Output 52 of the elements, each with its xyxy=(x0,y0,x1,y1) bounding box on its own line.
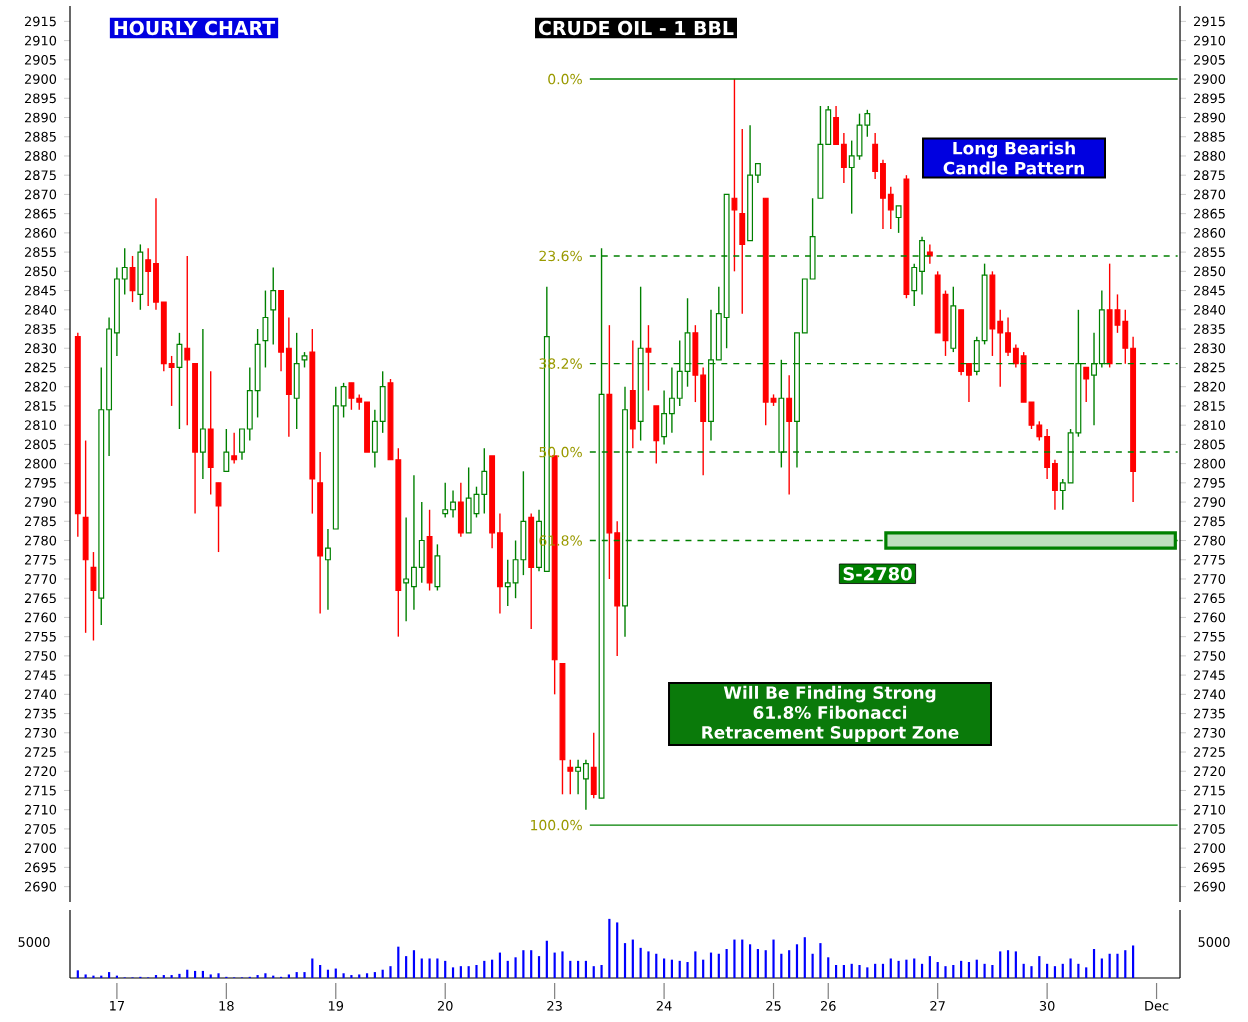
candlestick xyxy=(434,543,441,592)
text: HOURLY CHART xyxy=(114,20,276,36)
candlestick xyxy=(1083,366,1090,403)
candlestick xyxy=(129,255,136,303)
candlestick xyxy=(231,432,238,465)
candlestick xyxy=(223,428,230,472)
candlestick xyxy=(348,382,355,411)
candlestick xyxy=(207,370,214,496)
candlestick xyxy=(403,516,410,622)
candlestick xyxy=(176,332,183,430)
candlestick xyxy=(856,112,863,161)
candlestick xyxy=(629,339,636,449)
candlestick xyxy=(325,528,331,611)
candlestick xyxy=(184,255,191,426)
candlestick xyxy=(199,328,206,480)
candlestick xyxy=(661,389,668,446)
candlestick xyxy=(575,759,582,796)
candlestick xyxy=(442,482,449,519)
candlestick xyxy=(895,205,902,234)
candlestick xyxy=(90,551,97,642)
candlestick xyxy=(1005,316,1011,357)
candlestick xyxy=(82,439,89,634)
candlestick xyxy=(582,759,589,811)
candlestick xyxy=(504,559,511,607)
candlestick xyxy=(411,474,417,611)
candlestick xyxy=(293,332,300,430)
candlestick xyxy=(215,482,222,553)
candlestick xyxy=(450,489,456,519)
text: CRUDE OIL - 1 BBL xyxy=(538,20,734,36)
candlestick xyxy=(426,509,433,592)
candlestick xyxy=(645,324,652,392)
band-label: S-2780 xyxy=(843,566,912,581)
candlestick xyxy=(567,759,574,796)
candlestick xyxy=(653,405,660,465)
candlestick xyxy=(520,470,527,576)
candlestick xyxy=(731,78,738,273)
candlestick xyxy=(262,289,269,369)
candlestick xyxy=(465,466,472,534)
candlestick xyxy=(668,366,675,434)
annotation: Long Bearish Candle Pattern xyxy=(943,141,1084,175)
candlestick xyxy=(950,286,957,353)
candlestick xyxy=(786,374,793,496)
candlestick xyxy=(739,128,746,315)
candlestick xyxy=(590,732,597,799)
candlestick xyxy=(481,447,488,515)
candlestick xyxy=(270,266,277,346)
candlestick xyxy=(418,501,425,584)
annotation: Will Be Finding Strong 61.8% Fibonacci Retracement Support Zone xyxy=(702,685,959,743)
candlestick xyxy=(137,243,144,311)
candlestick xyxy=(145,247,152,307)
candlestick xyxy=(457,482,464,538)
candlestick xyxy=(926,243,933,265)
